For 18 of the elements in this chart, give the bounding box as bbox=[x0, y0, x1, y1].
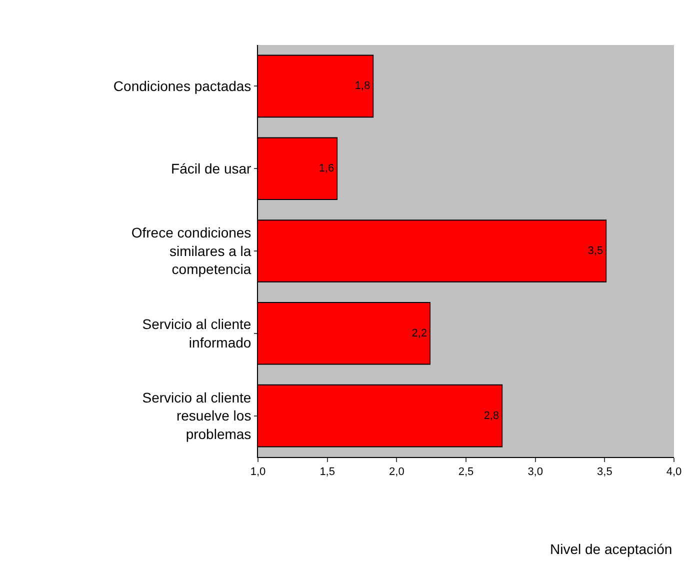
x-tick-label: 3,5 bbox=[597, 466, 612, 478]
data-label: 2,2 bbox=[412, 327, 427, 340]
x-tick-label: 4,0 bbox=[666, 466, 682, 478]
x-tick-label: 2,5 bbox=[458, 466, 474, 478]
y-tick-label: Fácil de usar bbox=[171, 160, 252, 176]
data-label: 2,8 bbox=[484, 410, 500, 422]
x-tick-label: 3,0 bbox=[528, 466, 543, 478]
y-tick-label: Servicio al cliente resuelve los problemas bbox=[142, 390, 252, 442]
y-tick-label: Condiciones pactadas bbox=[113, 78, 252, 94]
data-label: 1,6 bbox=[318, 162, 334, 175]
data-label: 3,5 bbox=[588, 245, 604, 257]
y-tick-label: Ofrece condiciones similares a la competencia bbox=[131, 224, 252, 278]
x-tick-label: 1,5 bbox=[320, 466, 335, 478]
x-tick-label: 2,0 bbox=[389, 466, 404, 478]
x-tick-label: 1,0 bbox=[250, 466, 266, 478]
data-label: 1,8 bbox=[354, 80, 370, 92]
x-axis-title: Nivel de aceptación bbox=[550, 541, 672, 557]
y-tick-label: Servicio al cliente informado bbox=[142, 316, 252, 350]
